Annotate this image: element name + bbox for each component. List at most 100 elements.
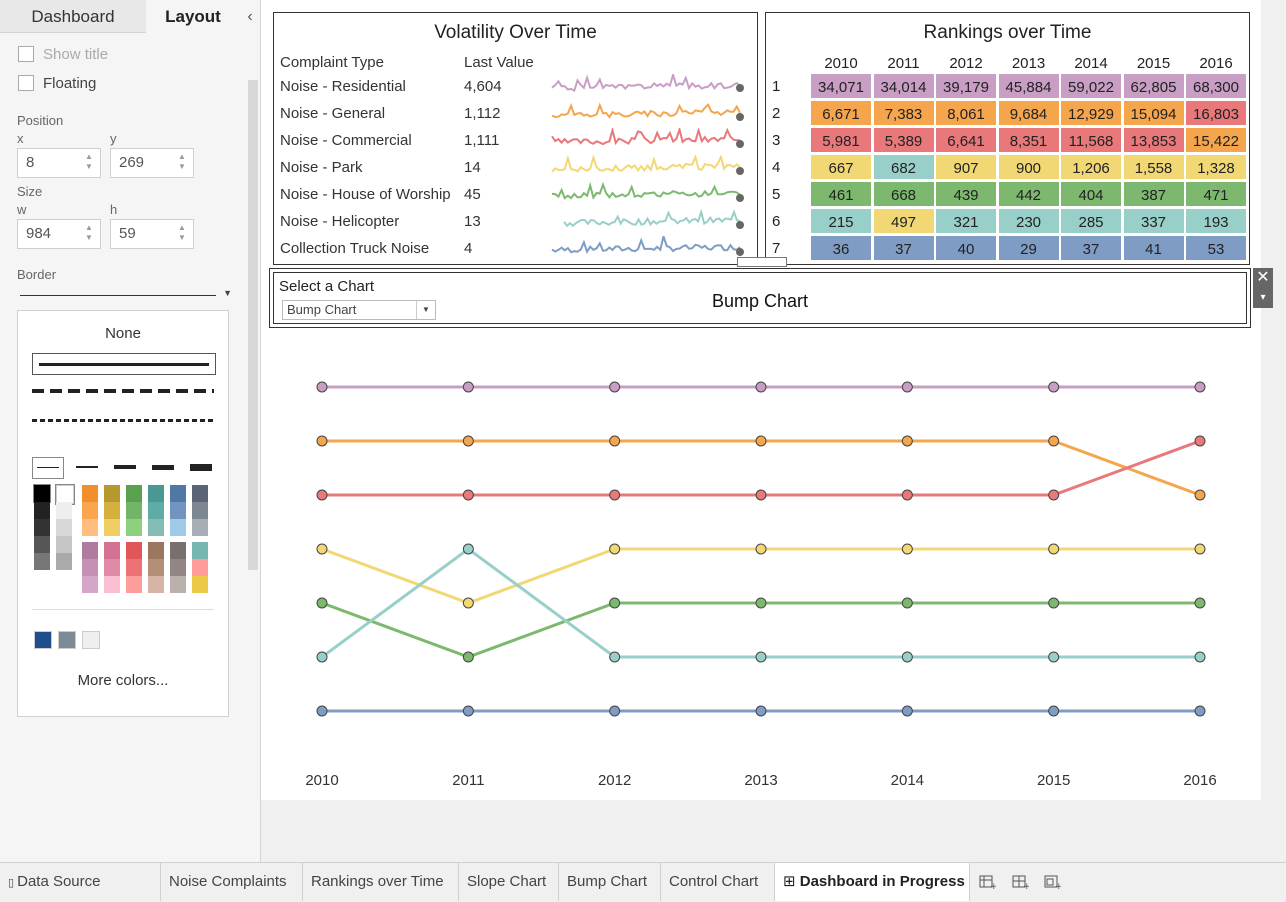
rank-cell[interactable]: 337 xyxy=(1122,208,1185,234)
color-swatch[interactable] xyxy=(192,485,208,502)
rank-cell[interactable]: 1,206 xyxy=(1060,154,1122,180)
rank-cell[interactable]: 53 xyxy=(1185,235,1247,261)
bump-point[interactable] xyxy=(316,705,328,717)
chart-select-dropdown[interactable]: Bump Chart ▼ xyxy=(282,300,436,320)
rank-cell[interactable]: 668 xyxy=(872,181,935,207)
floating-checkbox[interactable]: Floating xyxy=(18,73,96,93)
bump-point[interactable] xyxy=(609,651,621,663)
bump-point[interactable] xyxy=(1048,543,1060,555)
color-swatch[interactable] xyxy=(82,485,98,502)
color-swatch[interactable] xyxy=(82,576,98,593)
bump-point[interactable] xyxy=(1048,381,1060,393)
bump-point[interactable] xyxy=(755,489,767,501)
bump-point[interactable] xyxy=(609,597,621,609)
color-swatch[interactable] xyxy=(104,559,120,576)
color-swatch[interactable] xyxy=(56,536,72,553)
rank-cell[interactable]: 29 xyxy=(997,235,1060,261)
sheet-tab[interactable]: Rankings over Time xyxy=(303,863,459,901)
rank-cell[interactable]: 11,568 xyxy=(1060,127,1122,153)
line-style-solid[interactable] xyxy=(32,353,216,375)
bump-point[interactable] xyxy=(901,381,913,393)
border-dropdown[interactable]: ▼ xyxy=(20,288,232,300)
color-swatch[interactable] xyxy=(104,542,120,559)
bump-series-line[interactable] xyxy=(321,547,1200,605)
y-position-input[interactable]: 269 ▲ ▼ xyxy=(110,148,194,178)
rank-cell[interactable]: 439 xyxy=(935,181,997,207)
spinner-arrows-icon[interactable]: ▲ ▼ xyxy=(85,152,93,171)
line-weight-2[interactable] xyxy=(72,457,102,477)
rank-cell[interactable]: 6,671 xyxy=(810,100,872,126)
new-story-icon[interactable]: + xyxy=(1043,874,1061,890)
color-swatch[interactable] xyxy=(34,519,50,536)
rank-cell[interactable]: 13,853 xyxy=(1122,127,1185,153)
rank-cell[interactable]: 37 xyxy=(872,235,935,261)
more-colors-link[interactable]: More colors... xyxy=(77,672,169,689)
sheet-tab[interactable]: Bump Chart xyxy=(559,863,661,901)
rank-cell[interactable]: 59,022 xyxy=(1060,73,1122,99)
color-swatch[interactable] xyxy=(82,502,98,519)
rank-cell[interactable]: 9,684 xyxy=(997,100,1060,126)
rank-cell[interactable]: 36 xyxy=(810,235,872,261)
bump-point[interactable] xyxy=(609,705,621,717)
rank-cell[interactable]: 1,328 xyxy=(1185,154,1247,180)
rank-cell[interactable]: 15,422 xyxy=(1185,127,1247,153)
bump-point[interactable] xyxy=(316,381,328,393)
volatility-row[interactable]: Collection Truck Noise 4 xyxy=(274,236,757,263)
color-swatch[interactable] xyxy=(82,542,98,559)
bump-point[interactable] xyxy=(1194,543,1206,555)
color-swatch[interactable] xyxy=(56,502,72,519)
line-style-dotted[interactable] xyxy=(32,419,214,422)
recent-color-swatch[interactable] xyxy=(34,631,52,649)
rank-cell[interactable]: 387 xyxy=(1122,181,1185,207)
bump-point[interactable] xyxy=(316,597,328,609)
rank-cell[interactable]: 1,558 xyxy=(1122,154,1185,180)
bump-point[interactable] xyxy=(1194,597,1206,609)
rank-cell[interactable]: 16,803 xyxy=(1185,100,1247,126)
rank-cell[interactable]: 34,071 xyxy=(810,73,872,99)
bump-point[interactable] xyxy=(316,489,328,501)
bump-point[interactable] xyxy=(462,435,474,447)
color-swatch[interactable] xyxy=(192,502,208,519)
color-swatch[interactable] xyxy=(104,519,120,536)
color-swatch[interactable] xyxy=(126,559,142,576)
color-swatch[interactable] xyxy=(56,519,72,536)
bump-point[interactable] xyxy=(1194,435,1206,447)
color-swatch[interactable] xyxy=(56,553,72,570)
color-swatch[interactable] xyxy=(33,484,51,503)
bump-point[interactable] xyxy=(755,381,767,393)
bump-point[interactable] xyxy=(462,597,474,609)
bump-point[interactable] xyxy=(316,435,328,447)
rank-cell[interactable]: 193 xyxy=(1185,208,1247,234)
bump-point[interactable] xyxy=(755,597,767,609)
rank-cell[interactable]: 40 xyxy=(935,235,997,261)
rank-cell[interactable]: 215 xyxy=(810,208,872,234)
border-none-option[interactable]: None xyxy=(105,325,141,342)
rankings-panel[interactable]: Rankings over Time 2010 2011 2012 2013 2014 2… xyxy=(765,12,1250,265)
rank-cell[interactable]: 12,929 xyxy=(1060,100,1122,126)
rank-cell[interactable]: 497 xyxy=(872,208,935,234)
tab-layout[interactable]: Layout xyxy=(147,0,239,32)
bump-point[interactable] xyxy=(1048,435,1060,447)
color-swatch[interactable] xyxy=(148,502,164,519)
color-swatch[interactable] xyxy=(170,542,186,559)
color-swatch[interactable] xyxy=(148,559,164,576)
color-swatch[interactable] xyxy=(34,536,50,553)
color-swatch[interactable] xyxy=(126,485,142,502)
new-dashboard-icon[interactable]: + xyxy=(1011,874,1029,890)
rank-cell[interactable]: 907 xyxy=(935,154,997,180)
bump-point[interactable] xyxy=(901,651,913,663)
line-style-dashed[interactable] xyxy=(32,389,214,393)
resize-handle[interactable] xyxy=(737,257,787,267)
color-swatch[interactable] xyxy=(126,576,142,593)
color-swatch[interactable] xyxy=(104,485,120,502)
volatility-row[interactable]: Noise - Commercial 1,111 xyxy=(274,128,757,155)
color-swatch[interactable] xyxy=(170,519,186,536)
spinner-arrows-icon[interactable]: ▲ ▼ xyxy=(178,152,186,171)
color-swatch[interactable] xyxy=(192,542,208,559)
line-weight-3[interactable] xyxy=(110,457,140,477)
sheet-tab[interactable]: Slope Chart xyxy=(459,863,559,901)
rank-cell[interactable]: 667 xyxy=(810,154,872,180)
bump-point[interactable] xyxy=(901,597,913,609)
rank-cell[interactable]: 6,641 xyxy=(935,127,997,153)
volatility-panel[interactable]: Volatility Over Time Complaint Type Last… xyxy=(273,12,758,265)
